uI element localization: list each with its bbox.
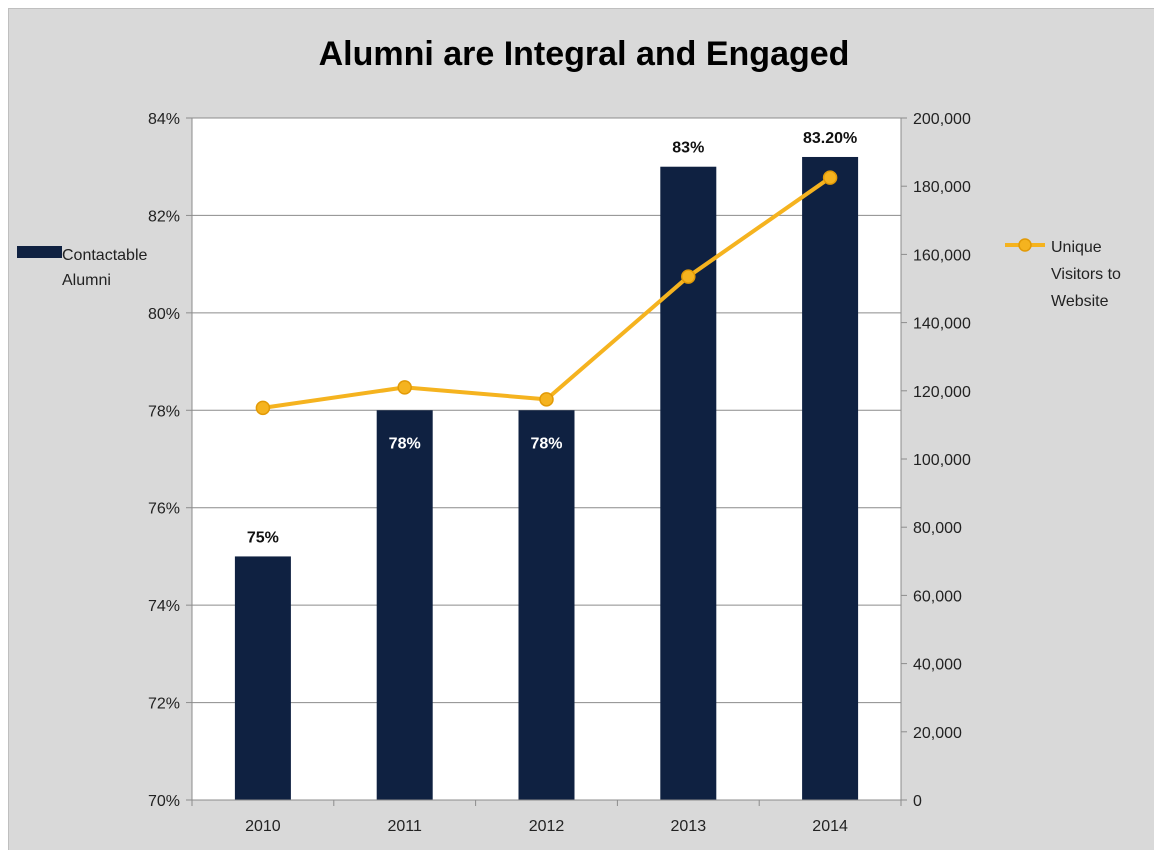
left-tick-label: 80% — [148, 306, 180, 323]
x-tick-label: 2013 — [671, 818, 707, 835]
bar-data-label: 75% — [247, 529, 279, 546]
right-tick-label: 200,000 — [913, 111, 971, 128]
line-point — [397, 380, 412, 395]
right-tick-label: 140,000 — [913, 316, 971, 333]
left-tick-label: 72% — [148, 696, 180, 713]
left-tick-label: 74% — [148, 598, 180, 615]
bar — [234, 556, 291, 800]
line-point — [255, 400, 271, 416]
right-tick-label: 100,000 — [913, 452, 971, 469]
left-tick-label: 70% — [148, 793, 180, 810]
legend-label-unique-visitors: Website — [1051, 293, 1109, 310]
chart-title: Alumni are Integral and Engaged — [319, 35, 850, 73]
line-series — [255, 170, 838, 416]
line-point — [822, 170, 838, 185]
right-tick-label: 0 — [913, 793, 922, 810]
bar-data-label: 78% — [389, 435, 421, 452]
line-point — [539, 392, 554, 407]
legend-swatch-contactable-alumni — [17, 246, 62, 258]
bar-data-label: 83.20% — [803, 130, 857, 147]
legend: Contactable Alumni Unique Visitors to Websit… — [17, 238, 1121, 310]
bar-data-label: 83% — [672, 140, 704, 157]
right-tick-label: 40,000 — [913, 657, 962, 674]
bar-data-label: 78% — [530, 435, 562, 452]
right-tick-label: 180,000 — [913, 179, 971, 196]
legend-label-contactable-alumni: Alumni — [62, 272, 111, 289]
right-tick-label: 60,000 — [913, 588, 962, 605]
axes: 70% 72% 74% 76% 78% 80% 82% 84% 0 20,000 40,000 60,… — [148, 111, 971, 835]
x-tick-label: 2011 — [387, 818, 422, 835]
x-tick-label: 2010 — [245, 818, 281, 835]
right-tick-label: 160,000 — [913, 247, 971, 264]
bar — [802, 156, 859, 800]
combo-chart: Alumni are Integral and Engaged 75% 78% 78… — [17, 35, 1121, 835]
left-tick-label: 82% — [148, 208, 180, 225]
right-tick-label: 20,000 — [913, 725, 962, 742]
x-tick-label: 2014 — [812, 818, 848, 835]
chart-frame: Alumni are Integral and Engaged 75% 78% 78… — [8, 8, 1154, 850]
legend-label-unique-visitors: Unique — [1051, 239, 1102, 256]
bar — [376, 410, 433, 800]
line-point — [681, 269, 696, 284]
legend-label-unique-visitors: Visitors to — [1051, 266, 1121, 283]
right-tick-label: 80,000 — [913, 520, 962, 537]
legend-marker-unique-visitors — [1018, 238, 1032, 252]
x-tick-label: 2012 — [529, 818, 565, 835]
left-tick-label: 78% — [148, 403, 180, 420]
bar — [518, 410, 575, 800]
legend-label-contactable-alumni: Contactable — [62, 247, 147, 264]
left-tick-label: 76% — [148, 501, 180, 518]
right-tick-label: 120,000 — [913, 384, 971, 401]
left-tick-label: 84% — [148, 111, 180, 128]
